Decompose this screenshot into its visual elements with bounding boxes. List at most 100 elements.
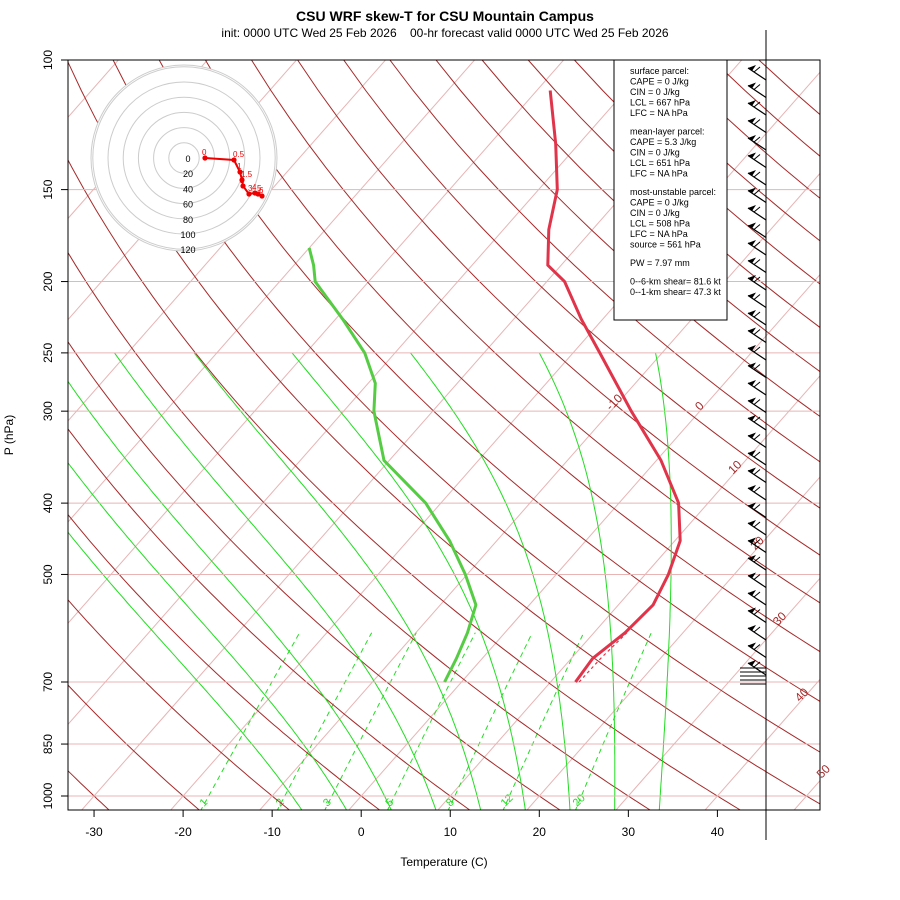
wind-barb-feather [753, 66, 761, 73]
dry-adiabat-line [68, 340, 561, 810]
moist-adiabat-line [114, 352, 437, 810]
wind-barb-flag [748, 432, 756, 439]
wind-barb-flag [748, 502, 756, 509]
isotherm-line [704, 678, 820, 810]
chart-subtitle: init: 0000 UTC Wed 25 Feb 2026 00-hr for… [221, 26, 668, 40]
wind-barb-flag [748, 345, 756, 351]
moist-adiabat-line [193, 352, 482, 810]
y-tick-label: 200 [41, 271, 55, 291]
dry-adiabat-line [343, 60, 820, 509]
mixing-ratio-line [200, 632, 301, 810]
moist-adiabat-line [68, 380, 392, 810]
wind-barb-feather [753, 644, 761, 650]
x-tick-label: -30 [85, 825, 103, 839]
wind-barb-flag [748, 380, 756, 386]
wind-barb-flag [748, 537, 756, 544]
wind-barb-feather [753, 189, 761, 195]
wind-barb-flag [748, 450, 756, 456]
x-tick-label: 30 [622, 825, 636, 839]
wind-barb-feather [753, 224, 761, 230]
hodograph-height-label: 1 [237, 162, 242, 171]
hodograph-ring-label: 60 [183, 200, 193, 210]
wind-barb-feather [753, 486, 761, 493]
y-tick-label: 300 [41, 401, 55, 421]
moist-adiabat-line [655, 352, 672, 810]
isotherm-label: 30 [770, 609, 790, 629]
wind-barb-flag [748, 222, 756, 229]
info-box-line: 0--6-km shear= 81.6 kt [630, 277, 721, 287]
hodograph-ring [137, 111, 231, 205]
info-box-line: CIN = 0 J/kg [630, 148, 680, 158]
isotherm-line [68, 60, 565, 624]
info-box-line: most-unstable parcel: [630, 187, 716, 197]
wind-barb-feather [753, 119, 761, 125]
info-box-line: LFC = NA hPa [630, 229, 688, 239]
info-box-line: CAPE = 5.3 J/kg [630, 137, 696, 147]
info-box-line: LFC = NA hPa [630, 108, 688, 118]
mixing-ratio-line [324, 632, 417, 810]
hodograph-ring [92, 66, 276, 250]
info-box-line: CAPE = 0 J/kg [630, 77, 689, 87]
wind-barb-feather [753, 294, 761, 300]
y-tick-label: 1000 [41, 782, 55, 809]
info-box-line: LCL = 667 hPa [630, 98, 690, 108]
wind-barb-flag [748, 170, 756, 176]
wind-barb-feather [753, 399, 761, 405]
wind-barb-flag [748, 135, 756, 141]
isotherm-line [882, 26, 900, 811]
dry-adiabat-line [68, 599, 291, 810]
x-tick-label: -10 [263, 825, 281, 839]
parcel-line [578, 632, 628, 683]
x-tick-label: -20 [174, 825, 192, 839]
wind-barb-flag [748, 205, 756, 211]
isotherm-label: 10 [725, 457, 745, 477]
mixing-ratio-label: 3 [321, 796, 334, 809]
wind-barb-feather [753, 626, 761, 633]
wind-barb-feather [753, 206, 761, 213]
wind-barb-flag [748, 467, 756, 474]
isotherm-label: 40 [792, 685, 812, 705]
wind-barb-flag [748, 362, 756, 369]
wind-barb-flag [748, 555, 756, 561]
isotherm-line [68, 60, 476, 523]
mixing-ratio-label: 20 [571, 792, 588, 809]
wind-barb-flag [748, 485, 756, 491]
wind-barb-feather [753, 381, 761, 388]
wind-barb-feather [753, 539, 761, 545]
isotherm-line [68, 60, 654, 726]
hodograph-ring-label: 40 [183, 184, 193, 194]
isotherm-line [68, 60, 387, 422]
info-box-line: LCL = 508 hPa [630, 219, 690, 229]
wind-barb-flag [748, 607, 756, 614]
wind-barb-feather [753, 416, 761, 423]
y-tick-label: 500 [41, 564, 55, 584]
wind-barb-feather [753, 364, 761, 370]
wind-barb-flag [748, 65, 756, 71]
hodograph-point [202, 155, 208, 161]
x-tick-label: 40 [711, 825, 725, 839]
hodograph-background [90, 64, 278, 252]
mixing-ratio-lines: 1 2 3 5 8 12 20 [198, 632, 652, 810]
info-box-line: CIN = 0 J/kg [630, 208, 680, 218]
hodograph-point [239, 177, 245, 183]
wind-barb-flag [748, 257, 756, 264]
hodograph-point [246, 191, 252, 197]
moist-adiabat-line [68, 531, 303, 810]
wind-barb-feather [753, 329, 761, 335]
mixing-ratio-label: 12 [499, 792, 516, 809]
info-box-line: 0--1-km shear= 47.3 kt [630, 287, 721, 297]
wind-barbs [740, 30, 767, 840]
mixing-ratio-line [502, 632, 585, 810]
hodograph-height-label: 2 [240, 176, 245, 185]
wind-barb-feather [753, 154, 761, 160]
hodograph-ring-label: 100 [180, 230, 195, 240]
wind-barb-flag [748, 82, 756, 89]
hodograph-ring [122, 96, 246, 220]
mixing-ratio-line [575, 632, 652, 810]
hodograph-point [231, 157, 237, 163]
wind-barb-flag [748, 572, 756, 579]
wind-barb-feather [753, 171, 761, 178]
wind-barb-feather [753, 241, 761, 248]
